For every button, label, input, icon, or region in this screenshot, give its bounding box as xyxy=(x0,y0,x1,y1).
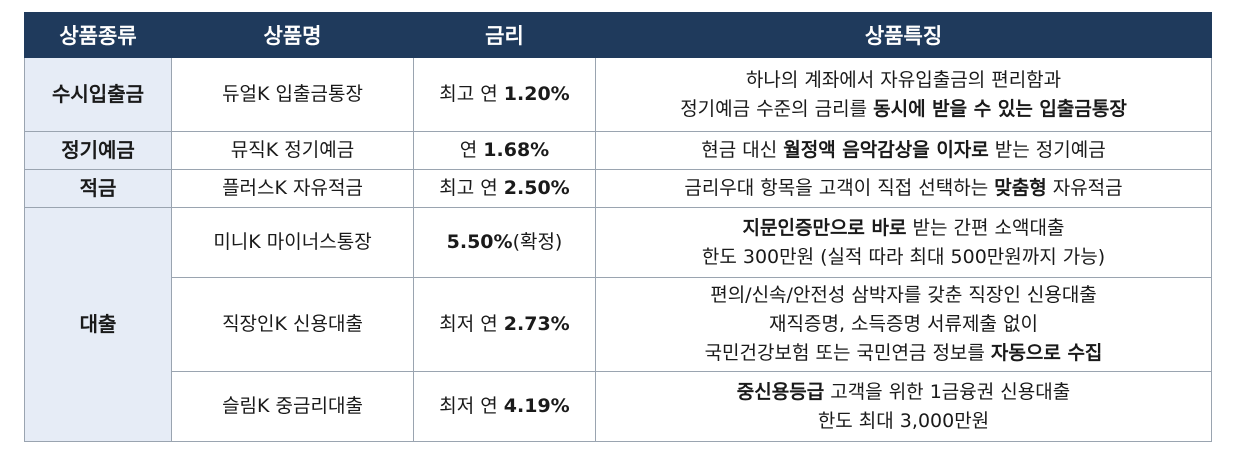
category-cell: 정기예금 xyxy=(24,131,172,170)
feature-highlight: 월정액 음악감상을 이자로 xyxy=(783,139,989,161)
feature-text: 국민건강보험 또는 국민연금 정보를 xyxy=(704,342,991,364)
feature-line: 금리우대 항목을 고객이 직접 선택하는 맞춤형 자유적금 xyxy=(602,174,1205,203)
rate-prefix: 최저 연 xyxy=(439,313,504,335)
feature-line: 재직증명, 소득증명 서류제출 없이 xyxy=(602,310,1205,339)
rate-prefix: 연 xyxy=(459,139,484,161)
feature-line: 편의/신속/안전성 삼박자를 갖춘 직장인 신용대출 xyxy=(602,281,1205,310)
rate-cell: 최고 연 1.20% xyxy=(413,57,596,132)
header-product-name: 상품명 xyxy=(171,12,414,58)
feature-highlight: 동시에 받을 수 있는 입출금통장 xyxy=(873,97,1127,120)
table-row: 대출 미니K 마이너스통장 5.50%(확정) 지문인증만으로 바로 받는 간편… xyxy=(24,207,1212,442)
feature-line: 한도 300만원 (실적 따라 최대 500만원까지 가능) xyxy=(602,243,1205,272)
feature-highlight: 지문인증만으로 바로 xyxy=(742,216,907,239)
rate-value: 2.50% xyxy=(503,177,570,199)
product-table: 상품종류 상품명 금리 상품특징 수시입출금 듀얼K 입출금통장 최고 연 1.… xyxy=(24,12,1212,442)
features-cell: 지문인증만으로 바로 받는 간편 소액대출 한도 300만원 (실적 따라 최대 … xyxy=(595,207,1212,278)
features-cell: 현금 대신 월정액 음악감상을 이자로 받는 정기예금 xyxy=(595,131,1212,170)
feature-text: 하나의 계좌에서 자유입출금의 편리함과 xyxy=(745,68,1062,91)
feature-line: 현금 대신 월정액 음악감상을 이자로 받는 정기예금 xyxy=(602,136,1205,165)
table-row: 슬림K 중금리대출 최저 연 4.19% 중신용등급 고객을 위한 1금융권 신… xyxy=(25,371,1212,442)
feature-line: 한도 최대 3,000만원 xyxy=(602,407,1205,436)
feature-text: 받는 정기예금 xyxy=(988,139,1106,161)
feature-text: 현금 대신 xyxy=(701,139,784,161)
feature-text: 고객을 위한 1금융권 신용대출 xyxy=(824,380,1071,403)
feature-text: 금리우대 항목을 고객이 직접 선택하는 xyxy=(684,177,995,199)
rate-value: 1.68% xyxy=(483,139,550,161)
rate-prefix: 최저 연 xyxy=(439,395,504,417)
header-rate: 금리 xyxy=(413,12,596,58)
feature-highlight: 중신용등급 xyxy=(736,380,825,403)
feature-text: 정기예금 수준의 금리를 xyxy=(680,97,874,120)
rate-cell: 5.50%(확정) xyxy=(413,207,596,278)
product-name-cell: 슬림K 중금리대출 xyxy=(171,371,414,442)
header-features: 상품특징 xyxy=(595,12,1212,58)
product-name-cell: 직장인K 신용대출 xyxy=(171,277,414,372)
category-cell: 대출 xyxy=(24,207,172,442)
table-header-row: 상품종류 상품명 금리 상품특징 xyxy=(24,12,1212,58)
category-cell: 적금 xyxy=(24,169,172,208)
rate-value: 4.19% xyxy=(503,395,570,417)
rate-cell: 연 1.68% xyxy=(413,131,596,170)
table-row: 수시입출금 듀얼K 입출금통장 최고 연 1.20% 하나의 계좌에서 자유입출… xyxy=(24,57,1212,132)
table-row: 정기예금 뮤직K 정기예금 연 1.68% 현금 대신 월정액 음악감상을 이자… xyxy=(24,131,1212,170)
features-cell: 금리우대 항목을 고객이 직접 선택하는 맞춤형 자유적금 xyxy=(595,169,1212,208)
feature-text: 자유적금 xyxy=(1046,177,1123,199)
feature-line: 중신용등급 고객을 위한 1금융권 신용대출 xyxy=(602,378,1205,407)
feature-text: 받는 간편 소액대출 xyxy=(906,216,1065,239)
category-cell: 수시입출금 xyxy=(24,57,172,132)
feature-text: 한도 최대 3,000만원 xyxy=(817,409,990,432)
feature-highlight: 자동으로 수집 xyxy=(990,342,1103,364)
rate-value: 5.50% xyxy=(446,231,513,253)
feature-text: 한도 300만원 (실적 따라 최대 500만원까지 가능) xyxy=(701,245,1106,268)
rate-prefix: 최고 연 xyxy=(439,83,504,105)
feature-text: 편의/신속/안전성 삼박자를 갖춘 직장인 신용대출 xyxy=(710,284,1097,306)
feature-line: 하나의 계좌에서 자유입출금의 편리함과 xyxy=(602,66,1205,95)
product-name-cell: 플러스K 자유적금 xyxy=(171,169,414,208)
rate-value: 2.73% xyxy=(503,313,570,335)
product-name-cell: 미니K 마이너스통장 xyxy=(171,207,414,278)
rate-prefix: 최고 연 xyxy=(439,177,504,199)
feature-highlight: 맞춤형 xyxy=(994,177,1047,199)
rate-cell: 최고 연 2.50% xyxy=(413,169,596,208)
product-name-cell: 뮤직K 정기예금 xyxy=(171,131,414,170)
feature-line: 지문인증만으로 바로 받는 간편 소액대출 xyxy=(602,214,1205,243)
feature-line: 정기예금 수준의 금리를 동시에 받을 수 있는 입출금통장 xyxy=(602,95,1205,124)
table-row: 적금 플러스K 자유적금 최고 연 2.50% 금리우대 항목을 고객이 직접 … xyxy=(24,169,1212,208)
rate-value: 1.20% xyxy=(503,83,570,105)
rate-suffix: (확정) xyxy=(512,231,563,253)
feature-text: 재직증명, 소득증명 서류제출 없이 xyxy=(769,313,1038,335)
feature-line: 국민건강보험 또는 국민연금 정보를 자동으로 수집 xyxy=(602,339,1205,368)
rate-cell: 최저 연 2.73% xyxy=(413,277,596,372)
rate-cell: 최저 연 4.19% xyxy=(413,371,596,442)
table-row: 직장인K 신용대출 최저 연 2.73% 편의/신속/안전성 삼박자를 갖춘 직… xyxy=(25,277,1212,372)
header-category: 상품종류 xyxy=(24,12,172,58)
product-name-cell: 듀얼K 입출금통장 xyxy=(171,57,414,132)
features-cell: 중신용등급 고객을 위한 1금융권 신용대출 한도 최대 3,000만원 xyxy=(595,371,1212,442)
